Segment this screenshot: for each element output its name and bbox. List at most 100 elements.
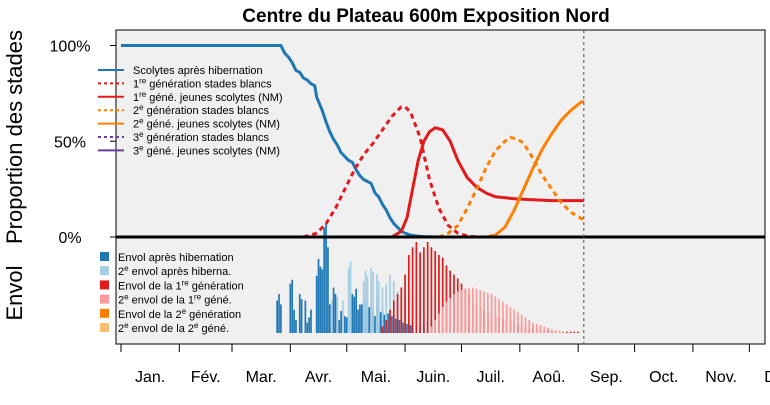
envol-bar bbox=[360, 304, 363, 333]
envol-bar bbox=[558, 330, 561, 333]
envol-bar bbox=[550, 329, 553, 333]
envol-bar bbox=[400, 287, 403, 333]
x-axis: Jan. Fév. Mar. Avr. Mai. Juin. Juil. Aoû. Sep. Oc… bbox=[120, 344, 770, 386]
envol-bar bbox=[415, 242, 418, 333]
envol-bar bbox=[374, 316, 376, 333]
envol-bar bbox=[345, 317, 348, 333]
envol-bar bbox=[460, 290, 463, 333]
envol-bar bbox=[562, 331, 564, 333]
envol-bar bbox=[377, 281, 380, 333]
envol-bar bbox=[494, 296, 497, 333]
envol-bars bbox=[276, 222, 579, 333]
x-tick-label: Fév. bbox=[191, 369, 221, 386]
envol-bar bbox=[402, 322, 405, 333]
envol-bar bbox=[419, 252, 421, 333]
envol-bar bbox=[293, 309, 295, 333]
legend-swatch bbox=[100, 294, 109, 304]
envol-bar bbox=[490, 294, 493, 333]
legend-label: 2e génération stades blancs bbox=[133, 103, 269, 118]
series-line bbox=[391, 126, 584, 239]
legend-label: 2e envol de la 1re géné. bbox=[118, 292, 232, 307]
envol-bar bbox=[323, 227, 326, 333]
envol-bar bbox=[445, 265, 448, 333]
envol-bar bbox=[438, 313, 440, 333]
envol-bar bbox=[392, 300, 395, 333]
envol-bar bbox=[423, 247, 425, 333]
envol-bar bbox=[505, 304, 508, 333]
x-tick-label: Juil. bbox=[476, 369, 504, 386]
y-tick-label: 50% bbox=[54, 134, 86, 151]
series-line bbox=[485, 99, 585, 239]
chart-title: Centre du Plateau 600m Exposition Nord bbox=[242, 6, 609, 27]
envol-bar bbox=[566, 331, 568, 333]
envol-bar bbox=[535, 323, 538, 333]
envol-bar bbox=[434, 320, 437, 333]
envol-bar bbox=[441, 307, 444, 333]
envol-bar bbox=[445, 301, 448, 333]
series-line bbox=[438, 135, 585, 239]
envol-bar bbox=[310, 309, 312, 333]
envol-bar bbox=[502, 301, 504, 333]
envol-bar bbox=[379, 312, 382, 333]
legend-label: 2e géné. jeunes scolytes (NM) bbox=[133, 116, 280, 131]
envol-bar bbox=[389, 309, 391, 333]
envol-bar bbox=[304, 300, 307, 333]
legend-label: 3e géné. jeunes scolytes (NM) bbox=[133, 143, 280, 158]
envol-bar bbox=[509, 307, 512, 333]
envol-bar bbox=[278, 294, 280, 333]
envol-bar bbox=[336, 296, 339, 333]
envol-bar bbox=[389, 274, 391, 333]
envol-bar bbox=[426, 242, 429, 333]
legend-label: 1re géné. jeunes scolytes (NM) bbox=[133, 89, 283, 104]
envol-bar bbox=[306, 322, 309, 333]
envol-bar bbox=[438, 255, 440, 333]
envol-bar bbox=[381, 287, 384, 333]
envol-bar bbox=[453, 294, 455, 333]
envol-bar bbox=[338, 320, 341, 333]
envol-bar bbox=[471, 287, 474, 333]
envol-bar bbox=[340, 310, 342, 333]
envol-bar bbox=[276, 300, 278, 333]
envol-bar bbox=[325, 222, 327, 333]
legend-label: 2e envol de la 2e géné. bbox=[118, 321, 229, 336]
envol-bar bbox=[291, 279, 294, 333]
envol-bar bbox=[434, 251, 437, 333]
envol-bar bbox=[357, 309, 359, 333]
envol-bar bbox=[327, 247, 329, 333]
x-tick-label: Avr. bbox=[305, 369, 332, 386]
x-tick-label: Sep. bbox=[590, 369, 623, 386]
envol-bar bbox=[430, 247, 433, 333]
y-tick-label: 100% bbox=[50, 39, 91, 56]
y-axis-title-bottom: Envol bbox=[2, 265, 27, 320]
x-tick-label: Jan. bbox=[135, 369, 165, 386]
envol-bar bbox=[411, 247, 414, 333]
legend-label: 1re génération stades blancs bbox=[133, 76, 272, 91]
envol-bar bbox=[342, 300, 344, 333]
envol-bar bbox=[317, 258, 320, 333]
envol-bar bbox=[385, 283, 388, 333]
envol-bar bbox=[430, 326, 433, 333]
envol-bar bbox=[573, 331, 576, 333]
envol-bar bbox=[332, 287, 335, 333]
envol-bar bbox=[280, 304, 282, 333]
stage-lines bbox=[121, 44, 585, 239]
legend-swatch bbox=[100, 308, 109, 318]
envol-bar bbox=[355, 288, 358, 333]
envol-bar bbox=[321, 269, 324, 333]
envol-bar bbox=[319, 266, 322, 333]
envol-bar bbox=[449, 297, 452, 333]
legend-swatch bbox=[100, 252, 109, 261]
envol-bar bbox=[407, 255, 410, 333]
envol-bar bbox=[364, 270, 367, 333]
envol-bar bbox=[456, 291, 459, 333]
legend-label: 2e envol après hiberna. bbox=[118, 264, 231, 279]
envol-bar bbox=[404, 274, 406, 333]
envol-bar bbox=[387, 313, 389, 333]
envol-bar bbox=[370, 268, 373, 333]
legend-label: 3e génération stades blancs bbox=[133, 130, 269, 145]
envol-bar bbox=[349, 261, 352, 333]
x-tick-label: Nov. bbox=[705, 369, 737, 386]
x-tick-label: Juin. bbox=[416, 369, 450, 386]
envol-bar bbox=[539, 325, 542, 333]
series-line bbox=[121, 44, 439, 239]
